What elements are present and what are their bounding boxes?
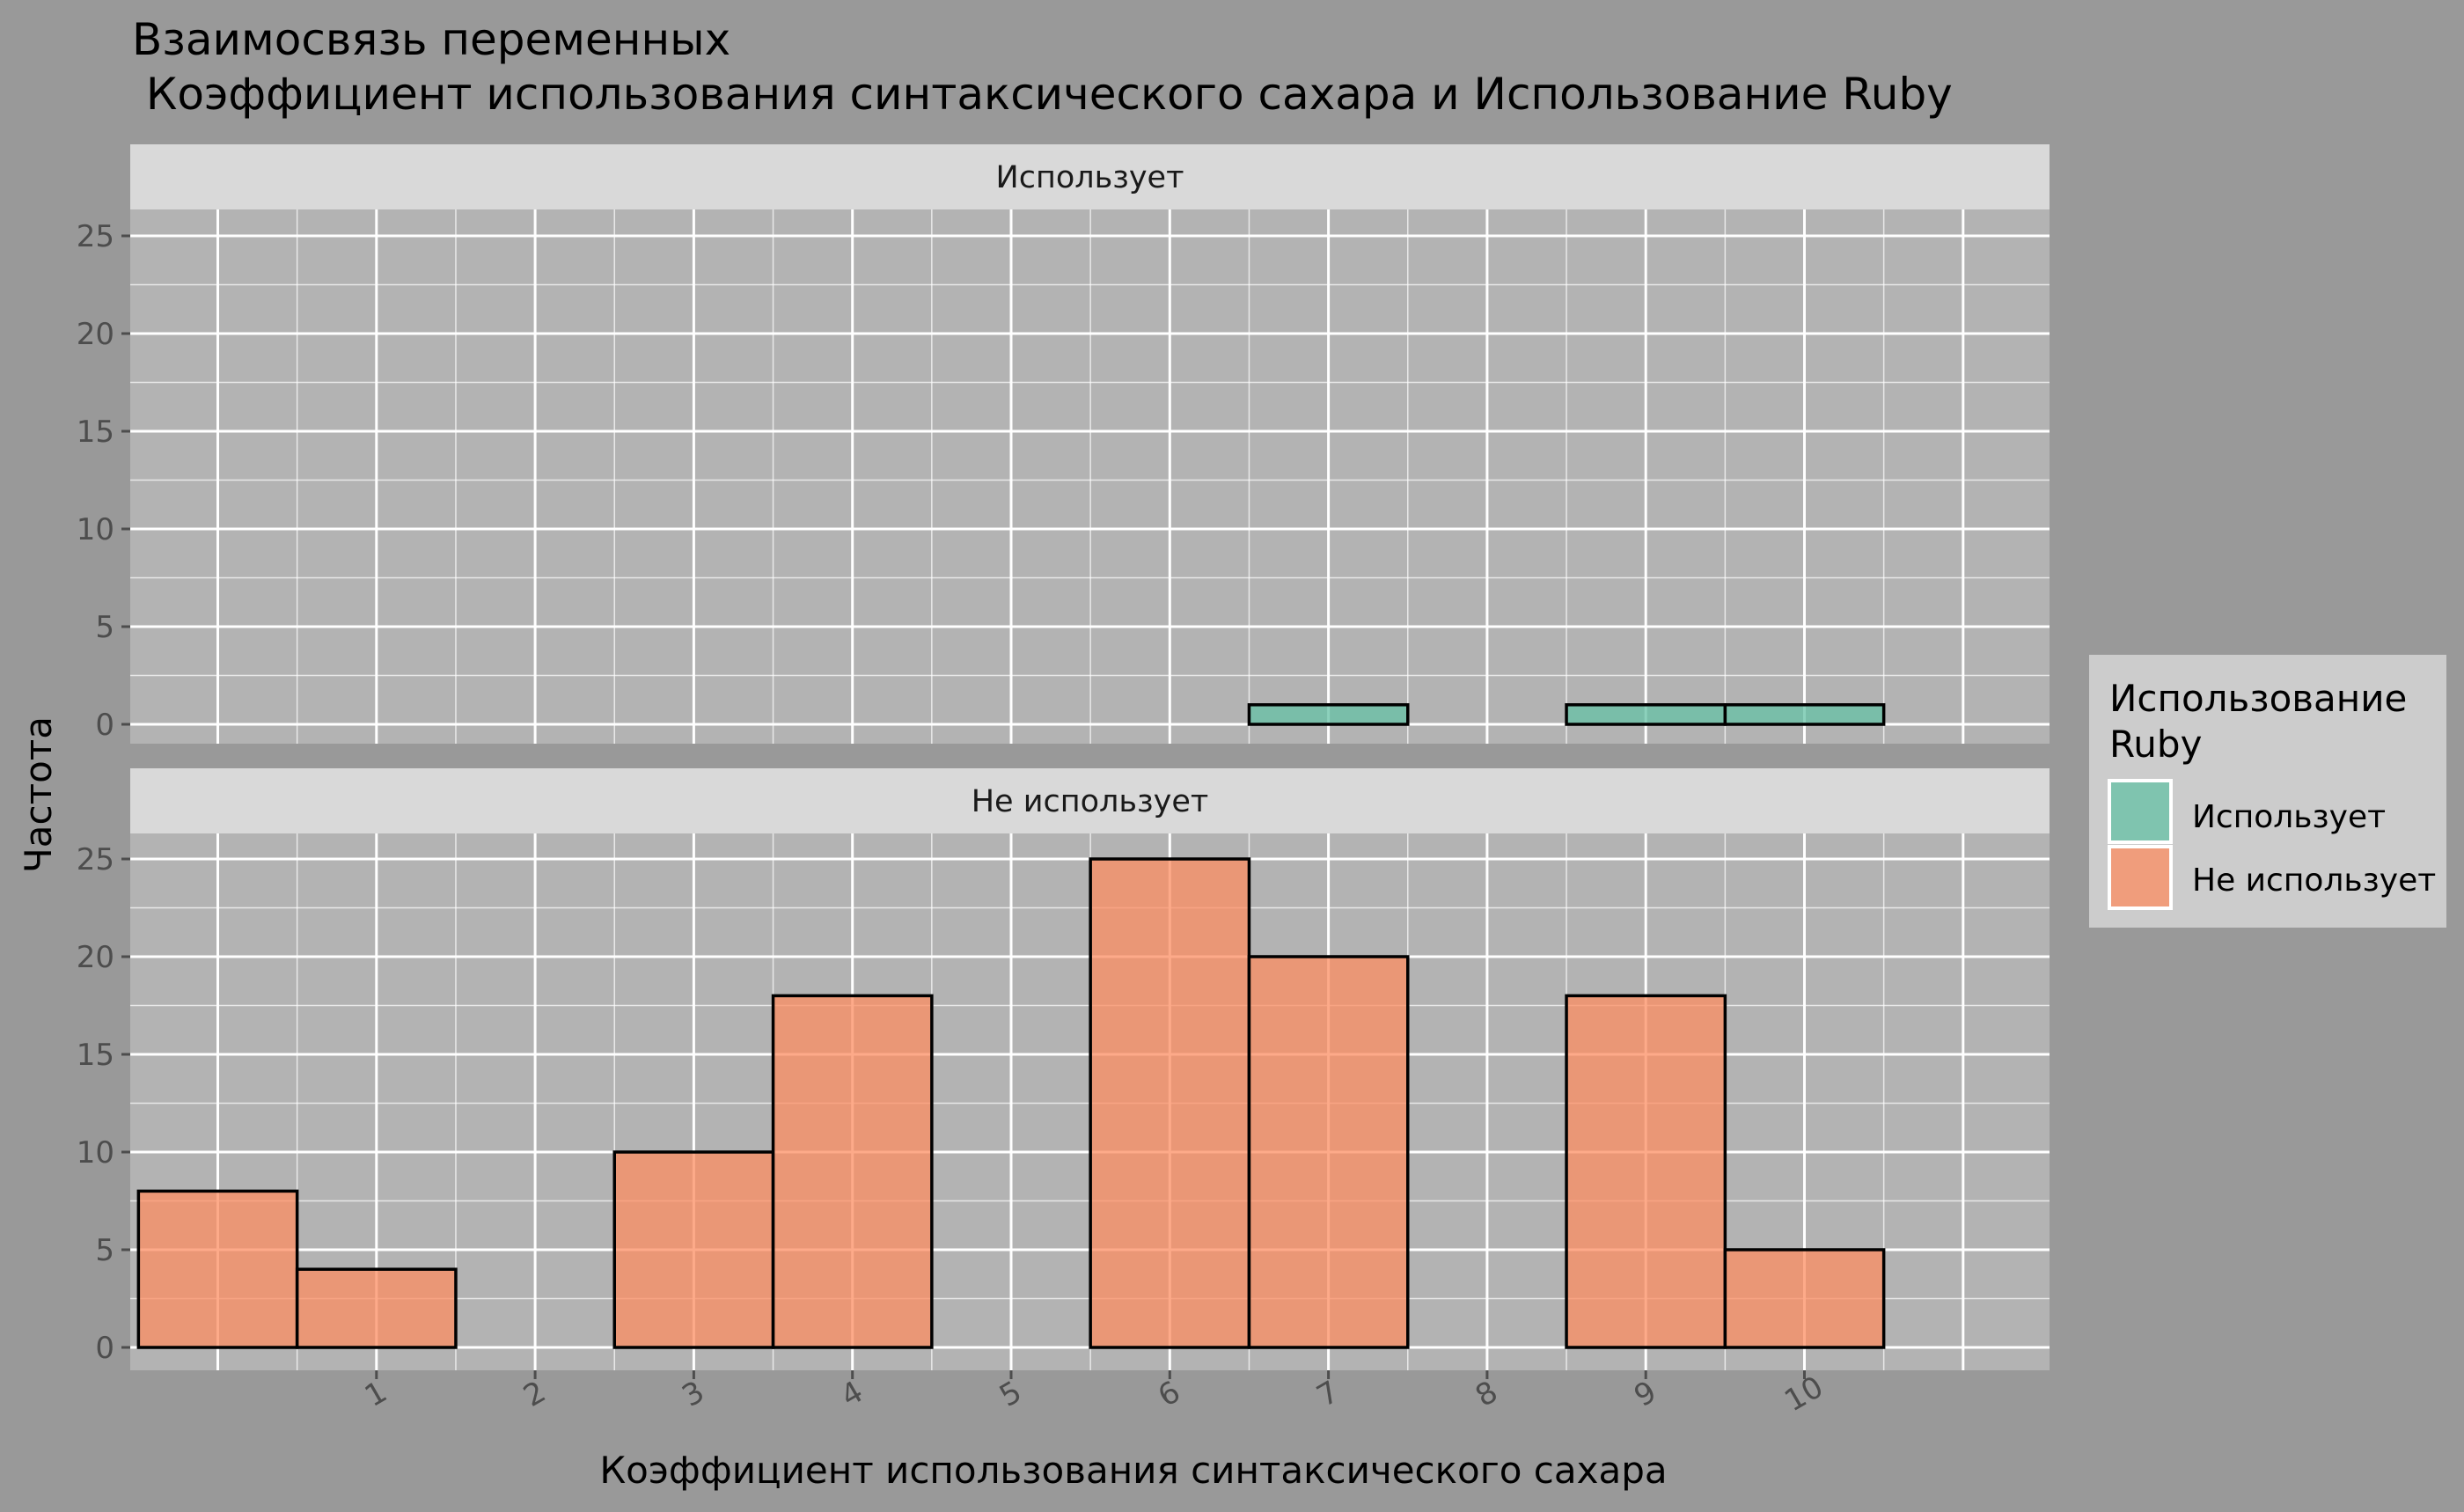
y-tick-label: 10	[77, 512, 114, 547]
legend: Использование Ruby Использует Не использ…	[2089, 655, 2446, 928]
legend-label-not-uses: Не использует	[2192, 862, 2436, 899]
legend-title-line-1: Использование	[2109, 677, 2407, 720]
histogram-bar	[295, 1267, 458, 1349]
facet-strip-label: Использует	[996, 160, 1184, 195]
histogram-bar	[1565, 703, 1727, 726]
y-tick-label: 15	[77, 1038, 114, 1073]
legend-key-uses	[2108, 779, 2173, 844]
y-tick-label: 20	[77, 317, 114, 352]
legend-key-not-uses	[2108, 845, 2173, 910]
facet-strip	[130, 768, 2050, 833]
legend-title-line-2: Ruby	[2109, 723, 2202, 766]
y-tick-label: 25	[77, 219, 114, 254]
facet-panel-0: Использует 0 5 10 15 20 25	[77, 144, 2050, 744]
facet-panels: Использует 0 5 10 15 20 25 Не использует 0 5 10 15 2…	[77, 144, 2050, 1370]
chart-title-line-1: Взаимосвязь переменных	[132, 14, 730, 65]
histogram-bar	[1247, 703, 1410, 726]
histogram-bar	[1723, 1248, 1886, 1349]
facet-strip	[130, 144, 2050, 209]
histogram-bar	[136, 1189, 299, 1349]
y-tick-label: 0	[95, 1331, 114, 1366]
y-tick-label: 15	[77, 415, 114, 450]
chart-title-line-2: Коэффициент использования синтаксическог…	[132, 69, 1953, 120]
y-axis-title: Частота	[17, 716, 60, 873]
histogram-bar	[1565, 994, 1727, 1349]
histogram-bar	[612, 1150, 775, 1349]
histogram-bar	[771, 994, 934, 1349]
y-tick-label: 5	[95, 610, 114, 645]
facet-panel-1: Не использует 0 5 10 15 20 25	[77, 768, 2050, 1370]
y-tick-label: 20	[77, 940, 114, 975]
y-tick-label: 10	[77, 1135, 114, 1171]
y-tick-label: 5	[95, 1233, 114, 1268]
y-tick-label: 25	[77, 842, 114, 877]
x-axis-title: Коэффициент использования синтаксическог…	[599, 1449, 1667, 1492]
legend-label-uses: Использует	[2192, 799, 2386, 835]
facet-strip-label: Не использует	[972, 784, 1209, 819]
histogram-bar	[1723, 703, 1886, 726]
y-tick-label: 0	[95, 708, 114, 743]
histogram-bar	[1089, 857, 1251, 1349]
histogram-bar	[1247, 955, 1410, 1349]
